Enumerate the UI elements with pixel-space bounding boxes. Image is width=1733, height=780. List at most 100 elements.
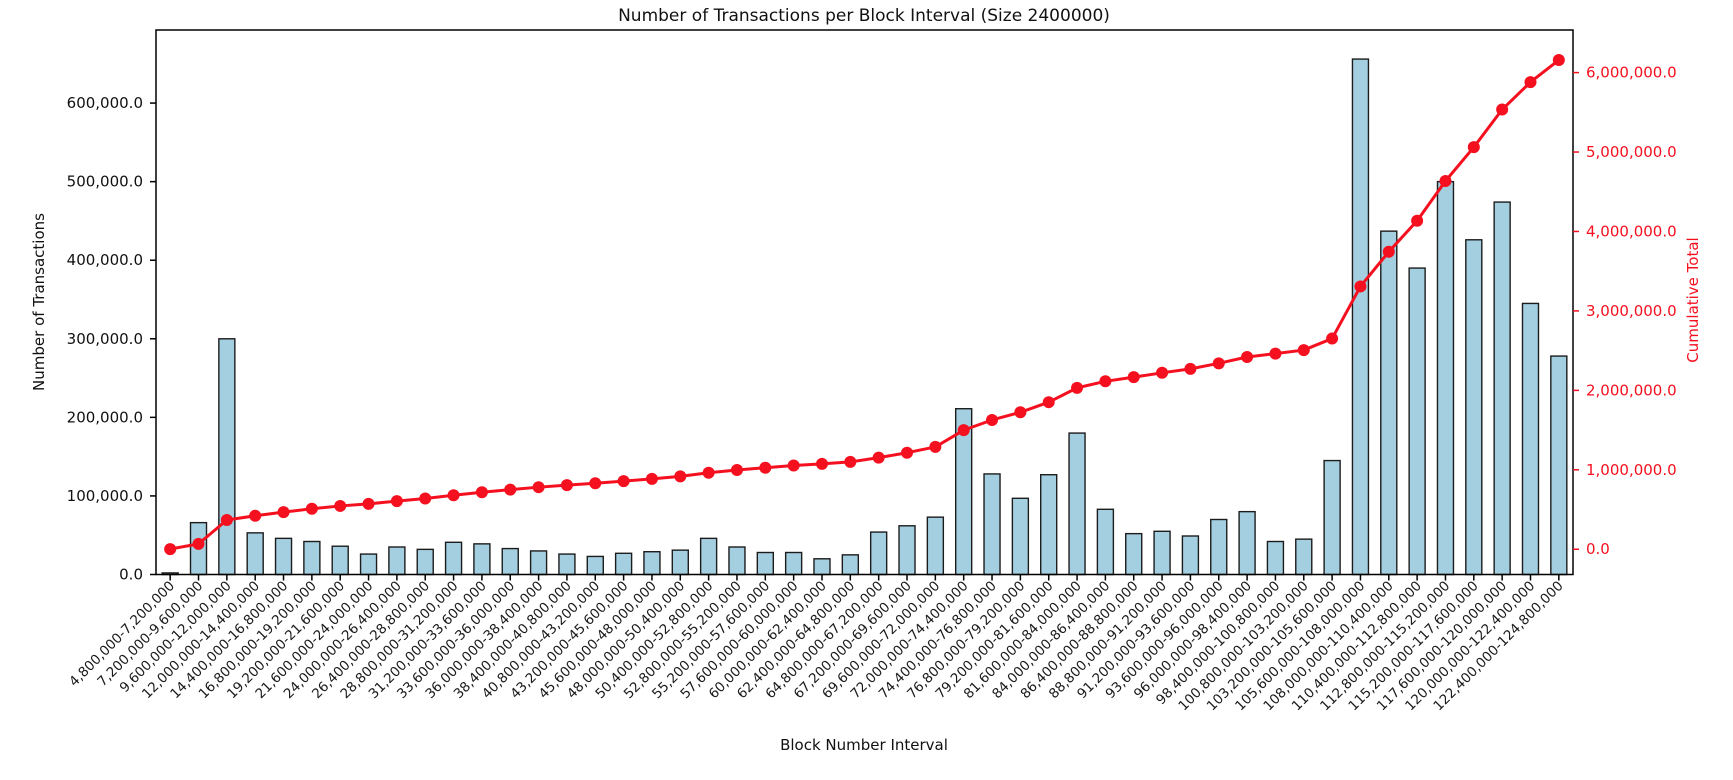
cumulative-point bbox=[1496, 103, 1509, 116]
left-y-tick-label: 100,000.0 bbox=[67, 487, 143, 505]
bar bbox=[926, 516, 945, 576]
bar bbox=[756, 551, 775, 576]
cumulative-point bbox=[1071, 381, 1084, 394]
right-y-tick-label: 5,000,000.0 bbox=[1586, 143, 1677, 161]
cumulative-point bbox=[1127, 371, 1140, 384]
cumulative-point bbox=[787, 459, 800, 472]
cumulative-point bbox=[1042, 396, 1055, 409]
right-y-tick-label: 1,000,000.0 bbox=[1586, 461, 1677, 479]
bar bbox=[1181, 535, 1200, 576]
cumulative-point bbox=[1439, 175, 1452, 188]
left-y-tick-label: 500,000.0 bbox=[67, 173, 143, 191]
bar bbox=[1493, 201, 1511, 576]
right-y-axis-title: Cumulative Total bbox=[1684, 237, 1702, 362]
cumulative-point bbox=[532, 481, 545, 494]
bar bbox=[1380, 230, 1398, 576]
left-y-tick-label: 300,000.0 bbox=[67, 330, 143, 348]
axes-frame bbox=[155, 29, 1574, 576]
bar bbox=[784, 551, 803, 576]
cumulative-point bbox=[901, 446, 914, 459]
cumulative-point bbox=[1326, 332, 1339, 345]
bar bbox=[416, 548, 434, 576]
cumulative-point bbox=[1156, 366, 1169, 379]
bar bbox=[1068, 432, 1086, 576]
bar bbox=[1238, 510, 1256, 576]
bar bbox=[1550, 355, 1568, 576]
cumulative-point bbox=[305, 502, 318, 515]
cumulative-point bbox=[1552, 54, 1565, 67]
bar bbox=[813, 558, 831, 576]
bar bbox=[898, 525, 916, 576]
cumulative-point bbox=[1467, 141, 1480, 154]
cumulative-point bbox=[986, 413, 999, 426]
cumulative-point bbox=[957, 424, 970, 437]
bar bbox=[274, 537, 293, 576]
cumulative-point bbox=[1269, 347, 1282, 360]
cumulative-point bbox=[1297, 344, 1310, 357]
bar bbox=[1465, 239, 1483, 576]
bar bbox=[303, 540, 321, 576]
right-y-tick-label: 2,000,000.0 bbox=[1586, 381, 1677, 399]
bar bbox=[671, 549, 689, 576]
cumulative-point bbox=[815, 457, 828, 470]
bar bbox=[728, 546, 746, 576]
cumulative-point bbox=[617, 475, 630, 488]
left-y-axis-title: Number of Transactions bbox=[30, 213, 48, 391]
cumulative-point bbox=[589, 477, 602, 490]
bar bbox=[1096, 508, 1115, 576]
bar bbox=[699, 537, 718, 576]
bar bbox=[331, 545, 349, 576]
bar bbox=[1521, 302, 1540, 576]
cumulative-point bbox=[1184, 362, 1197, 375]
bar bbox=[529, 550, 548, 576]
cumulative-point bbox=[504, 483, 517, 496]
left-y-tick-label: 400,000.0 bbox=[67, 251, 143, 269]
cumulative-point bbox=[560, 479, 573, 492]
bar bbox=[1323, 459, 1341, 576]
cumulative-point bbox=[1524, 76, 1537, 89]
bar bbox=[586, 555, 604, 576]
left-y-tick-label: 200,000.0 bbox=[67, 408, 143, 426]
right-y-tick-label: 4,000,000.0 bbox=[1586, 222, 1677, 240]
cumulative-point bbox=[645, 472, 658, 485]
bar bbox=[1351, 58, 1370, 576]
chart-title: Number of Transactions per Block Interva… bbox=[618, 6, 1110, 26]
cumulative-point bbox=[249, 509, 262, 522]
bar bbox=[1210, 518, 1228, 576]
bar bbox=[501, 547, 519, 576]
cumulative-point bbox=[1014, 406, 1027, 419]
cumulative-point bbox=[334, 499, 347, 512]
x-axis-title: Block Number Interval bbox=[780, 736, 948, 754]
bar bbox=[1040, 474, 1058, 576]
cumulative-point bbox=[447, 489, 460, 502]
cumulative-point bbox=[475, 486, 488, 499]
cumulative-point bbox=[702, 466, 715, 479]
plot-frame bbox=[155, 29, 1574, 576]
cumulative-point bbox=[872, 451, 885, 464]
cumulative-point bbox=[220, 514, 233, 526]
bars-layer bbox=[161, 58, 1568, 576]
cumulative-point bbox=[164, 543, 177, 556]
bar bbox=[1295, 538, 1313, 576]
cumulative-point bbox=[1099, 375, 1112, 388]
bar bbox=[614, 552, 633, 576]
cumulative-line bbox=[168, 58, 1561, 551]
bar bbox=[1125, 532, 1143, 576]
bar bbox=[359, 553, 378, 576]
cumulative-point bbox=[277, 506, 290, 519]
bar bbox=[841, 554, 860, 576]
left-y-tick-label: 0.0 bbox=[119, 566, 143, 584]
bar bbox=[1408, 267, 1426, 576]
right-y-tick-label: 6,000,000.0 bbox=[1586, 64, 1677, 82]
cumulative-point bbox=[419, 492, 432, 505]
bar bbox=[444, 541, 463, 576]
bar bbox=[558, 553, 576, 576]
cumulative-point bbox=[674, 470, 687, 483]
cumulative-point bbox=[730, 463, 743, 476]
cumulative-point bbox=[844, 455, 857, 468]
cumulative-point bbox=[362, 497, 375, 510]
cumulative-point bbox=[1382, 245, 1395, 258]
right-y-tick-label: 3,000,000.0 bbox=[1586, 302, 1677, 320]
